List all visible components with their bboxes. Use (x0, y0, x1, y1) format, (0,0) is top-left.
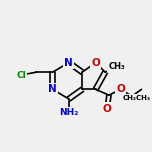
Text: CH₂CH₃: CH₂CH₃ (123, 95, 151, 101)
Text: CH₃: CH₃ (108, 62, 125, 71)
Text: N: N (48, 84, 57, 94)
Text: O: O (116, 84, 125, 94)
Text: O: O (91, 58, 100, 68)
Text: Cl: Cl (16, 71, 26, 79)
Text: N: N (64, 58, 73, 68)
Text: O: O (103, 104, 111, 114)
Text: NH₂: NH₂ (59, 108, 78, 117)
